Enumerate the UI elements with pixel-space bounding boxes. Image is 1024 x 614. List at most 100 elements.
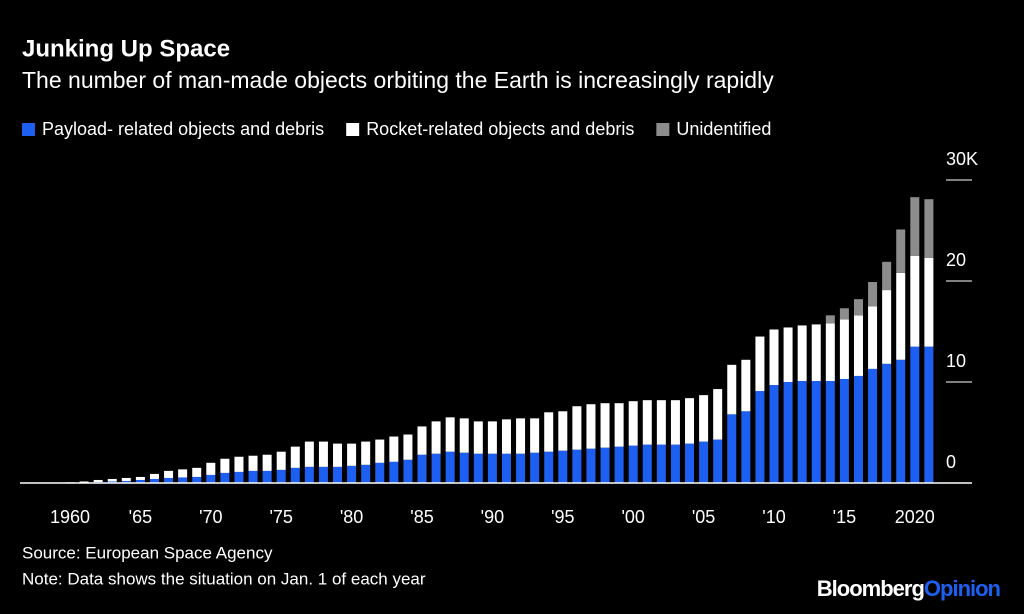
bar-segment — [839, 378, 849, 483]
bar-segment — [825, 380, 835, 483]
bar-segment — [797, 325, 807, 381]
bar-segment — [93, 479, 103, 482]
bar-segment — [206, 474, 216, 483]
bar-segment — [304, 466, 314, 483]
bar-segment — [178, 477, 188, 483]
bar-segment — [769, 385, 779, 483]
brand-main: Bloomberg — [817, 576, 924, 601]
x-tick-label: '85 — [410, 507, 433, 527]
bar-segment — [487, 421, 497, 454]
legend-label: Rocket-related objects and debris — [366, 119, 634, 139]
bar-segment — [178, 469, 188, 478]
bar-segment — [79, 481, 89, 483]
bar-segment — [473, 453, 483, 483]
bar-segment — [839, 319, 849, 379]
bar-segment — [149, 473, 159, 479]
brand-opinion: Opinion — [924, 576, 1001, 601]
legend-swatch — [346, 123, 360, 136]
bar-segment — [713, 389, 723, 440]
bar-segment — [248, 470, 258, 483]
y-tick-label: 30K — [946, 149, 978, 169]
bar-segment — [586, 404, 596, 449]
bar-segment — [910, 346, 920, 483]
bar-segment — [727, 364, 737, 415]
bar-segment — [445, 451, 455, 483]
bar-segment — [868, 368, 878, 483]
bar-segment — [699, 441, 709, 483]
bar-segment — [600, 403, 610, 448]
x-tick-label: '75 — [269, 507, 292, 527]
bar-segment — [628, 445, 638, 483]
bar-segment — [530, 452, 540, 483]
bar-segment — [262, 470, 272, 483]
bar-segment — [417, 426, 427, 455]
bar-segment — [389, 461, 399, 483]
y-tick-label: 10 — [946, 351, 966, 371]
bar-segment — [685, 443, 695, 483]
bar-segment — [501, 453, 511, 483]
bar-segment — [910, 197, 920, 256]
bar-segment — [135, 476, 145, 480]
x-tick-label: '70 — [199, 507, 222, 527]
bar-segment — [149, 478, 159, 483]
bar-segment — [755, 391, 765, 483]
bar-segment — [642, 400, 652, 445]
bar-segment — [361, 464, 371, 483]
bar-segment — [389, 436, 399, 462]
bar-segment — [234, 456, 244, 472]
bar-segment — [783, 382, 793, 483]
bar-segment — [558, 450, 568, 483]
bar-segment — [797, 380, 807, 483]
legend-swatch — [656, 123, 670, 136]
bar-segment — [685, 398, 695, 444]
bar-segment — [121, 480, 131, 483]
bar-segment — [220, 458, 230, 473]
bar-segment — [530, 418, 540, 453]
source: Source: European Space Agency — [22, 543, 273, 562]
bar-segment — [192, 467, 202, 477]
bar-segment — [741, 411, 751, 483]
bar-segment — [896, 359, 906, 483]
bar-segment — [445, 417, 455, 452]
bar-segment — [924, 346, 934, 483]
bar-segment — [924, 199, 934, 258]
bar-segment — [164, 470, 174, 478]
bar-segment — [741, 359, 751, 412]
bar-segment — [572, 449, 582, 483]
note: Note: Data shows the situation on Jan. 1… — [22, 569, 426, 588]
bar-segment — [868, 282, 878, 307]
bar-segment — [318, 466, 328, 483]
bar-segment — [276, 451, 286, 470]
bar-segment — [121, 477, 131, 481]
bar-segment — [656, 400, 666, 445]
bar-segment — [755, 336, 765, 392]
bar-segment — [642, 444, 652, 483]
x-tick-label: '65 — [129, 507, 152, 527]
x-tick-label: 1960 — [50, 507, 90, 527]
bar-segment — [107, 478, 117, 482]
bar-segment — [614, 446, 624, 483]
bar-segment — [699, 395, 709, 442]
bar-segment — [924, 257, 934, 347]
bar-segment — [839, 308, 849, 320]
x-tick-label: '90 — [481, 507, 504, 527]
bar-segment — [220, 472, 230, 483]
bar-segment — [347, 465, 357, 483]
bar-segment — [304, 441, 314, 467]
x-tick-label: '00 — [621, 507, 644, 527]
bar-segment — [783, 327, 793, 382]
bar-segment — [487, 453, 497, 483]
x-tick-label: '15 — [833, 507, 856, 527]
bar-segment — [670, 444, 680, 483]
bar-segment — [853, 315, 863, 376]
bar-segment — [868, 306, 878, 369]
bar-segment — [811, 324, 821, 381]
bar-segment — [107, 481, 117, 483]
bar-segment — [656, 444, 666, 483]
bar-segment — [516, 418, 526, 454]
bar-segment — [276, 469, 286, 483]
bar-segment — [769, 329, 779, 386]
bar-segment — [670, 400, 680, 445]
bar-segment — [713, 439, 723, 483]
bar-segment — [290, 467, 300, 483]
